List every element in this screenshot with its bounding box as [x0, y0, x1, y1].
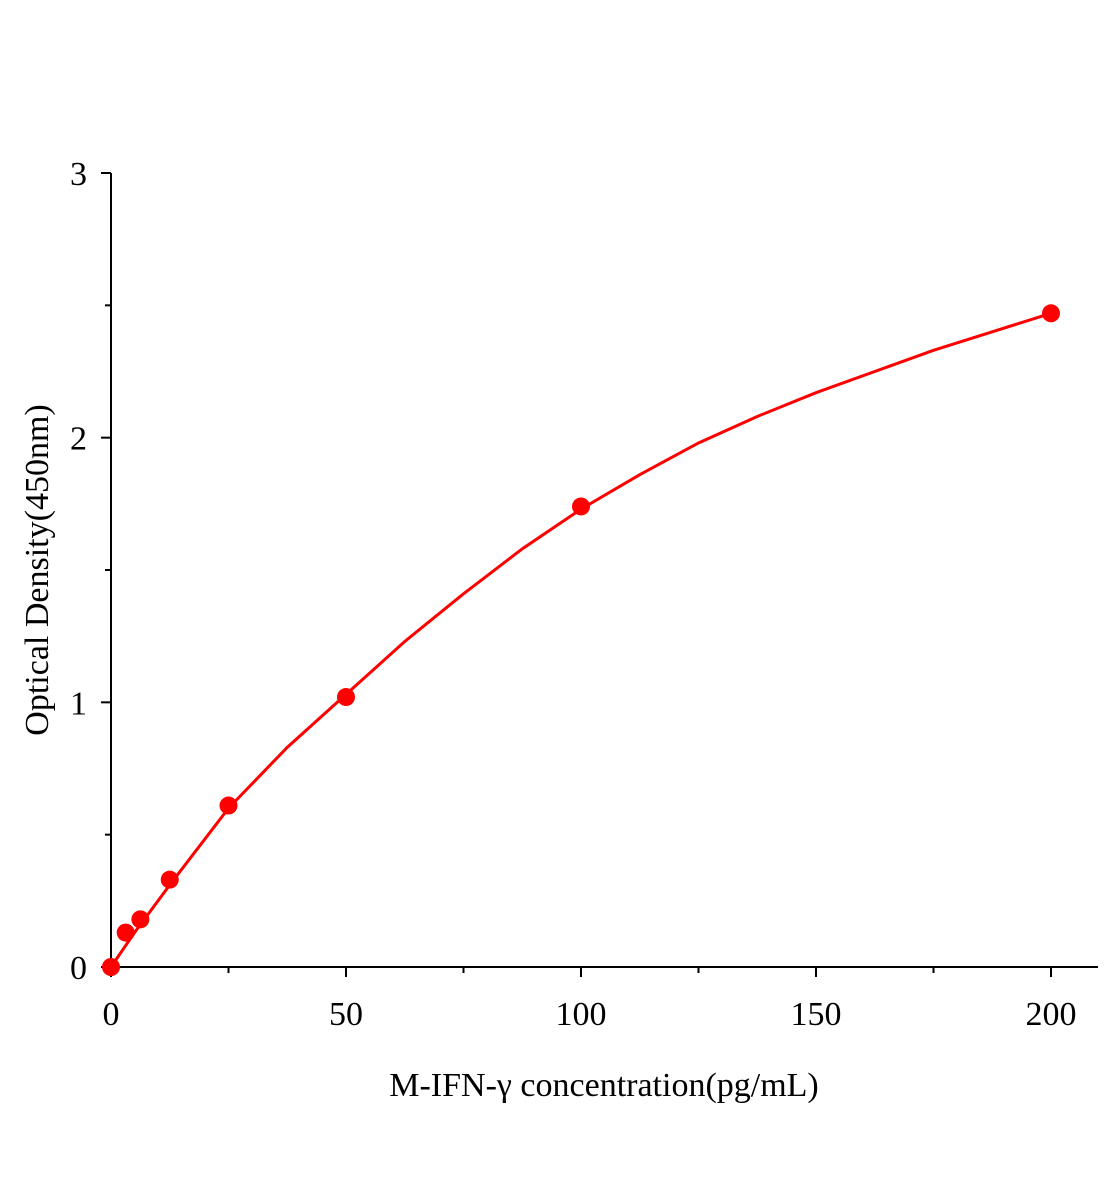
y-tick-label: 0 — [70, 950, 87, 987]
data-point — [572, 497, 590, 516]
y-tick-label: 1 — [70, 685, 87, 722]
x-tick-label: 100 — [556, 996, 607, 1033]
data-point — [102, 958, 120, 976]
data-point — [219, 796, 238, 815]
x-axis-label: M-IFN-γ concentration(pg/mL) — [389, 1067, 819, 1104]
x-tick-label: 200 — [1026, 996, 1077, 1033]
data-point — [116, 923, 135, 942]
x-tick-label: 150 — [791, 996, 842, 1033]
y-tick-label: 3 — [70, 156, 87, 193]
x-tick-label: 0 — [103, 996, 120, 1033]
data-point — [337, 688, 355, 707]
y-tick-label: 2 — [70, 421, 87, 458]
data-point — [160, 870, 179, 889]
fit-curve — [109, 311, 1052, 968]
data-point — [1042, 304, 1060, 323]
x-tick-label: 50 — [329, 996, 363, 1033]
y-axis-label: Optical Density(450nm) — [19, 404, 56, 735]
data-point — [131, 910, 150, 929]
